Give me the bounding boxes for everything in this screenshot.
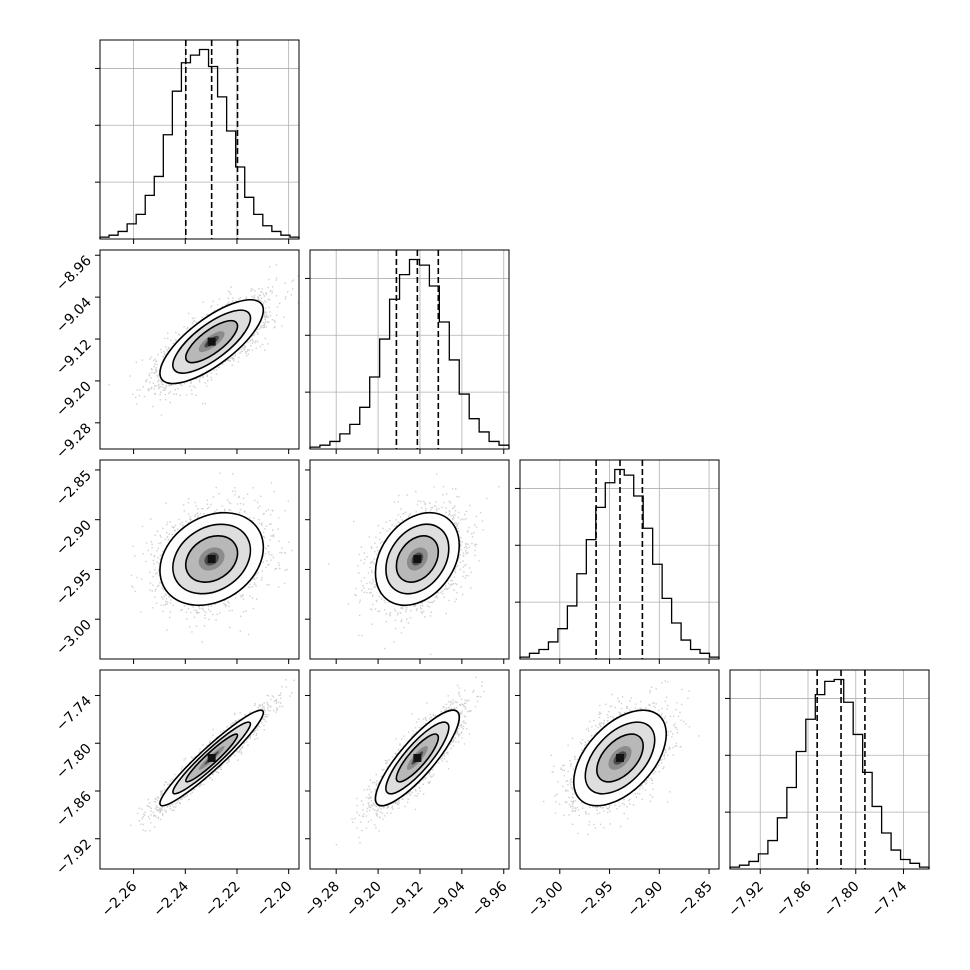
panel-3-3 — [725, 669, 930, 874]
x-tick-label-1-0: −9.28 — [301, 879, 343, 921]
contour-0-2-2 — [172, 523, 252, 595]
contour-0-2-1 — [185, 535, 239, 583]
contour-1-2-2 — [385, 523, 450, 595]
panel-2-2 — [515, 459, 720, 664]
density-peak-0-2 — [207, 555, 216, 564]
contour-2-3-1 — [596, 733, 644, 783]
y-tick-label-1-1: −9.20 — [53, 378, 95, 420]
x-tick-label-3-1: −7.86 — [773, 878, 815, 920]
x-tick-label-2-3: −2.85 — [674, 879, 716, 921]
density-peak-0-3 — [207, 753, 216, 762]
y-tick-label-2-2: −2.90 — [53, 517, 95, 559]
density-peak-2-3 — [615, 753, 624, 762]
contour-0-1-3 — [159, 298, 265, 385]
contour-0-3-2 — [172, 721, 252, 795]
x-tick-label-3-2: −7.80 — [821, 879, 863, 921]
x-tick-label-0-1: −2.24 — [150, 878, 192, 920]
y-tick-label-2-1: −2.95 — [53, 567, 95, 609]
histogram-1 — [309, 258, 510, 449]
contour-1-2-1 — [395, 535, 440, 583]
x-tick-label-3-3: −7.74 — [869, 878, 911, 920]
contour-1-3-1 — [395, 733, 440, 783]
density-peak-0-1 — [207, 337, 216, 346]
histogram-0 — [99, 48, 300, 239]
contour-2-3-3 — [572, 709, 668, 807]
panel-frame-0-3 — [99, 669, 300, 870]
x-tick-label-1-2: −9.12 — [385, 879, 427, 921]
contour-2-3-2 — [584, 721, 656, 795]
y-tick-label-3-2: −7.80 — [53, 741, 95, 783]
density-peak-1-3 — [413, 753, 422, 762]
x-tick-label-0-0: −2.26 — [99, 878, 141, 920]
y-tick-label-2-0: −3.00 — [53, 617, 95, 659]
panel-0-0 — [95, 39, 300, 244]
x-tick-label-2-0: −3.00 — [525, 879, 567, 921]
x-tick-label-1-1: −9.20 — [343, 879, 385, 921]
panel-0-2 — [95, 459, 300, 664]
y-tick-label-3-0: −7.92 — [53, 836, 95, 878]
density-peak-1-2 — [413, 555, 422, 564]
contour-1-2-3 — [374, 511, 461, 607]
contour-0-3-3 — [159, 709, 265, 807]
y-tick-label-1-3: −9.04 — [53, 295, 95, 337]
panel-frame-3-3 — [729, 669, 930, 870]
panel-1-1 — [305, 249, 510, 454]
panel-frame-2-3 — [519, 669, 720, 870]
panel-frame-1-3 — [309, 669, 510, 870]
y-tick-label-1-4: −8.96 — [53, 253, 95, 295]
panel-1-2 — [305, 459, 510, 664]
histogram-3 — [729, 678, 930, 869]
y-tick-label-1-2: −9.12 — [53, 337, 95, 379]
y-tick-label-1-0: −9.28 — [53, 420, 95, 462]
contour-0-2-3 — [159, 511, 265, 607]
panel-frame-2-2 — [519, 459, 720, 660]
x-tick-label-2-1: −2.95 — [575, 879, 617, 921]
x-tick-label-0-2: −2.22 — [202, 879, 244, 921]
panel-frame-0-2 — [99, 459, 300, 660]
panel-2-3 — [515, 669, 720, 874]
y-tick-label-3-3: −7.74 — [53, 693, 95, 735]
x-tick-label-2-2: −2.90 — [624, 879, 666, 921]
panel-frame-0-0 — [99, 39, 300, 240]
x-tick-label-1-3: −9.04 — [427, 878, 469, 920]
panel-1-3 — [305, 669, 510, 874]
x-tick-label-0-3: −2.20 — [254, 879, 296, 921]
contour-0-1-1 — [185, 319, 239, 364]
panel-frame-1-2 — [309, 459, 510, 660]
contour-1-3-3 — [374, 709, 461, 807]
contour-1-3-2 — [385, 721, 450, 795]
panel-frame-1-1 — [309, 249, 510, 450]
panel-0-1 — [95, 249, 300, 454]
contour-0-1-2 — [172, 309, 252, 374]
x-tick-label-3-0: −7.92 — [725, 879, 767, 921]
y-tick-label-2-3: −2.85 — [53, 467, 95, 509]
x-tick-label-1-4: −8.96 — [469, 878, 511, 920]
contour-0-3-1 — [185, 733, 239, 783]
y-tick-label-3-1: −7.86 — [53, 788, 95, 830]
panel-frame-0-1 — [99, 249, 300, 450]
panel-0-3 — [95, 669, 300, 874]
